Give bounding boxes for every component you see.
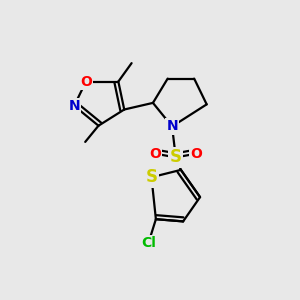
Text: O: O — [190, 147, 202, 161]
Text: Cl: Cl — [141, 236, 156, 250]
Text: N: N — [68, 99, 80, 113]
Text: O: O — [149, 147, 161, 161]
Text: S: S — [146, 168, 158, 186]
Text: O: O — [80, 74, 92, 88]
Text: N: N — [166, 119, 178, 134]
Text: S: S — [170, 148, 182, 166]
